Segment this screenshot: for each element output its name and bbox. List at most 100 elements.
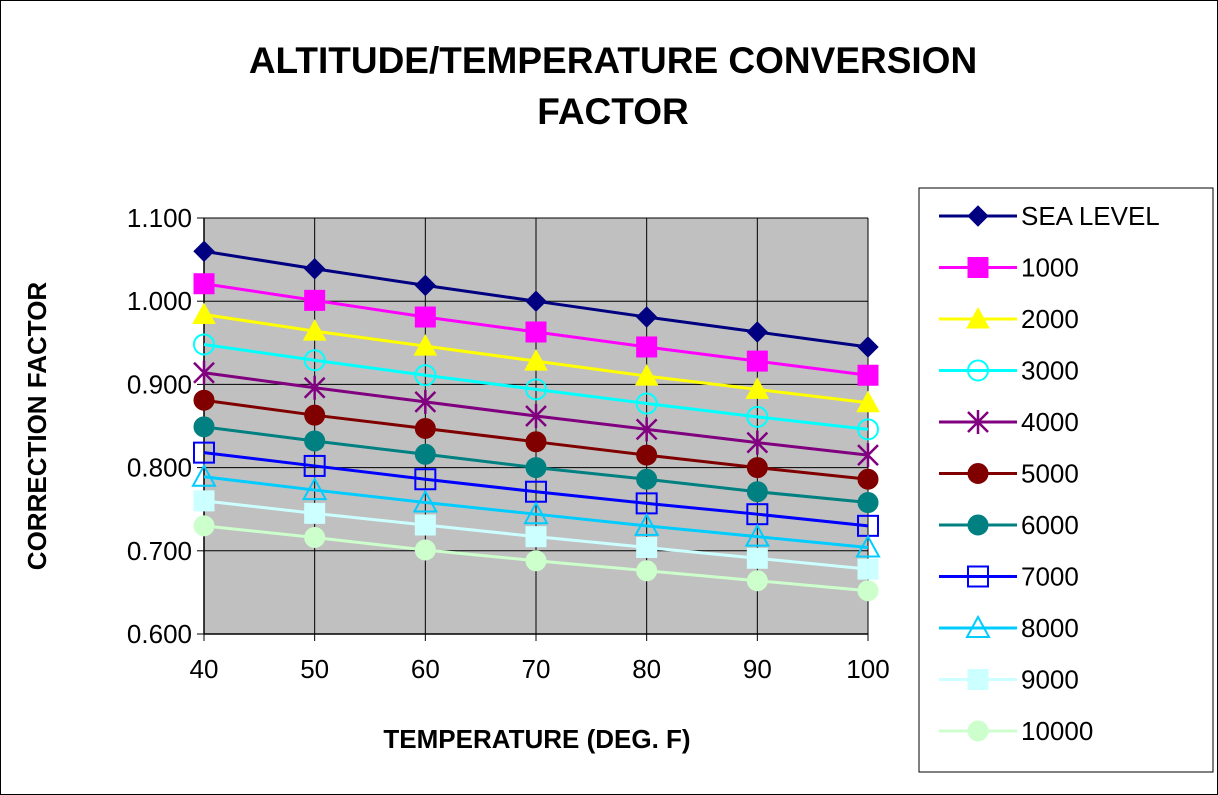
legend-marker: [967, 410, 989, 434]
legend-item: 9000: [939, 665, 1079, 695]
data-point: [523, 501, 549, 525]
data-point: [636, 536, 658, 558]
y-tick-label: 0.600: [127, 619, 192, 649]
data-point: [193, 273, 215, 295]
legend-item: SEA LEVEL: [939, 201, 1160, 231]
x-tick-label: 40: [190, 654, 219, 684]
data-point: [304, 289, 326, 311]
data-point: [414, 389, 437, 414]
legend-item: 7000: [939, 562, 1079, 592]
data-point: [525, 321, 547, 343]
data-point: [746, 457, 768, 479]
x-tick-label: 80: [632, 654, 661, 684]
data-point: [636, 444, 658, 466]
data-point: [744, 523, 771, 547]
series-group: [191, 240, 881, 602]
data-point: [414, 364, 437, 387]
data-point: [857, 580, 879, 602]
data-point: [636, 560, 658, 582]
series-4000: [193, 360, 879, 468]
legend-label: 1000: [1021, 253, 1079, 283]
data-point: [304, 430, 326, 452]
data-point: [746, 430, 769, 455]
legend: SEA LEVEL 1000 2000 3000 4000 5000 6000 7000 800…: [939, 201, 1160, 746]
data-point: [634, 364, 659, 386]
series-1000: [193, 273, 879, 386]
data-point: [193, 360, 215, 385]
legend-item: 10000: [939, 716, 1093, 746]
legend-marker: [967, 205, 989, 227]
series-line: [203, 342, 869, 431]
y-axis-label: CORRECTION FACTOR: [22, 282, 52, 571]
legend-marker: [966, 306, 990, 329]
legend-label: SEA LEVEL: [1021, 201, 1160, 231]
data-point: [635, 306, 658, 328]
series-2000: [192, 302, 880, 413]
legend-marker: [965, 614, 991, 638]
y-tick-label: 0.900: [127, 369, 192, 399]
data-point: [746, 350, 768, 372]
data-point: [413, 334, 438, 356]
data-point: [525, 457, 547, 479]
data-point: [857, 492, 879, 514]
data-point: [193, 416, 215, 438]
legend-marker: [967, 359, 989, 382]
data-point: [302, 319, 327, 341]
data-point: [304, 404, 326, 426]
legend-item: 6000: [939, 510, 1079, 540]
data-point: [745, 377, 770, 399]
legend-label: 3000: [1021, 356, 1079, 386]
data-point: [301, 476, 328, 501]
series-9000: [193, 490, 879, 580]
legend-label: 9000: [1021, 665, 1079, 695]
legend-label: 5000: [1021, 459, 1079, 489]
legend-item: 8000: [939, 613, 1079, 643]
data-point: [193, 490, 215, 512]
series-5000: [193, 389, 879, 490]
data-point: [304, 526, 326, 548]
data-point: [636, 468, 658, 490]
legend-item: 4000: [939, 407, 1079, 437]
data-point: [857, 443, 879, 468]
legend-label: 4000: [1021, 407, 1079, 437]
legend-marker: [967, 669, 989, 690]
x-tick-label: 100: [846, 654, 889, 684]
data-point: [525, 431, 547, 453]
chart-title-line-1: ALTITUDE/TEMPERATURE CONVERSION: [249, 40, 977, 81]
data-point: [414, 274, 437, 297]
data-point: [193, 515, 215, 537]
data-point: [525, 526, 547, 548]
data-point: [746, 481, 768, 503]
legend-label: 8000: [1021, 613, 1079, 643]
data-point: [857, 364, 879, 386]
legend-marker: [967, 565, 989, 588]
legend-item: 5000: [939, 459, 1079, 489]
data-point: [746, 405, 769, 428]
data-point: [414, 514, 436, 536]
data-point: [524, 349, 548, 371]
series-6000: [193, 416, 879, 514]
y-tick-label: 0.700: [127, 536, 192, 566]
legend-item: 3000: [939, 356, 1079, 386]
data-point: [191, 463, 217, 487]
data-point: [633, 512, 660, 536]
legend-label: 10000: [1021, 716, 1093, 746]
legend-label: 6000: [1021, 510, 1079, 540]
x-tick-label: 90: [743, 654, 772, 684]
data-point: [193, 240, 215, 262]
data-point: [303, 454, 326, 477]
legend-marker: [967, 257, 989, 278]
data-point: [746, 547, 768, 569]
series-3000: [193, 333, 879, 441]
data-point: [857, 336, 879, 358]
legend-label: 7000: [1021, 562, 1079, 592]
data-point: [525, 550, 547, 572]
data-point: [192, 302, 216, 325]
data-point: [193, 441, 215, 464]
data-point: [412, 489, 439, 513]
data-point: [414, 417, 436, 439]
data-point: [856, 390, 880, 413]
data-point: [746, 321, 769, 343]
